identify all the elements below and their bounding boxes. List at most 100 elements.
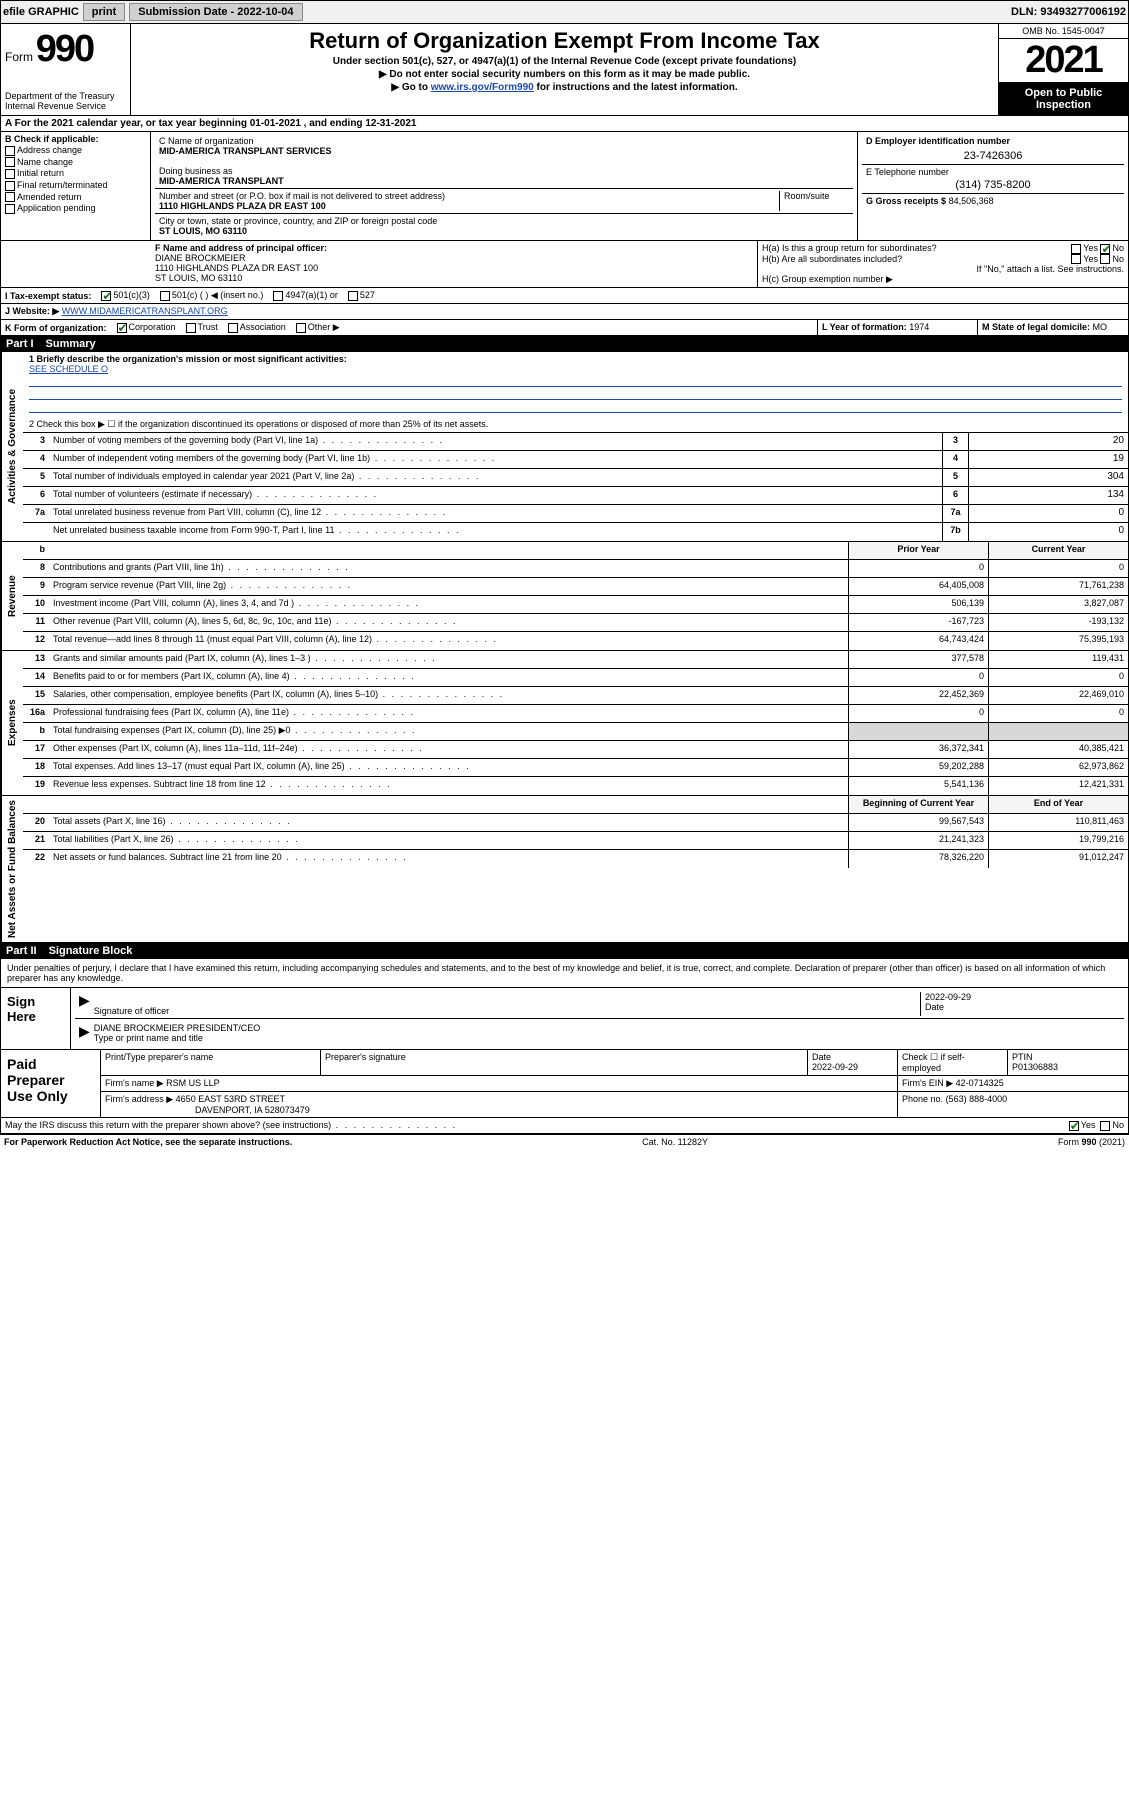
sig-line-1: ▶ Signature of officer 2022-09-29 Date [75, 990, 1124, 1019]
line-desc: Net assets or fund balances. Subtract li… [49, 850, 848, 868]
line-desc: Professional fundraising fees (Part IX, … [49, 705, 848, 722]
line-desc: Revenue less expenses. Subtract line 18 … [49, 777, 848, 795]
subtitle-2: ▶ Do not enter social security numbers o… [137, 69, 992, 80]
ein-row: D Employer identification number 23-7426… [862, 134, 1124, 165]
line-value: 20 [968, 433, 1128, 450]
summary-line: 18Total expenses. Add lines 13–17 (must … [23, 759, 1128, 777]
prior-value: 36,372,341 [848, 741, 988, 758]
line-number: 8 [23, 560, 49, 577]
side-netassets: Net Assets or Fund Balances [1, 796, 23, 942]
prior-value: 64,743,424 [848, 632, 988, 650]
sig-date-value: 2022-09-29 [925, 992, 1120, 1002]
discuss-yes[interactable]: Yes [1069, 1120, 1096, 1131]
org-name: MID-AMERICA TRANSPLANT SERVICES [159, 146, 849, 156]
discuss-question: May the IRS discuss this return with the… [5, 1120, 1069, 1131]
subtitle-3: ▶ Go to www.irs.gov/Form990 for instruct… [137, 82, 992, 93]
discuss-no[interactable]: No [1100, 1120, 1124, 1131]
year-header-row: b Prior Year Current Year [23, 542, 1128, 560]
cb-527[interactable]: 527 [348, 290, 375, 301]
part-i-header: Part I Summary [0, 336, 1129, 352]
underline-3 [29, 401, 1122, 413]
line-value: 304 [968, 469, 1128, 486]
department-label: Department of the Treasury Internal Reve… [5, 91, 126, 111]
ha-no-cb[interactable] [1100, 244, 1110, 254]
cb-application-pending[interactable]: Application pending [5, 203, 146, 214]
line-number: 11 [23, 614, 49, 631]
mission-answer-link[interactable]: SEE SCHEDULE O [29, 364, 108, 374]
current-value: 62,973,862 [988, 759, 1128, 776]
tel-label: E Telephone number [866, 167, 1120, 177]
part-ii-header: Part II Signature Block [0, 943, 1129, 959]
hb-yes-cb[interactable] [1071, 254, 1081, 264]
footer-row: For Paperwork Reduction Act Notice, see … [0, 1134, 1129, 1149]
cb-association[interactable]: Association [228, 322, 286, 333]
top-toolbar: efile GRAPHIC print Submission Date - 20… [0, 0, 1129, 24]
ha-yes-cb[interactable] [1071, 244, 1081, 254]
line-number: 14 [23, 669, 49, 686]
line-number: 10 [23, 596, 49, 613]
firm-addr1: 4650 EAST 53RD STREET [176, 1094, 285, 1104]
l-label: L Year of formation: [822, 322, 907, 332]
addr-row: Number and street (or P.O. box if mail i… [155, 189, 853, 214]
footer-mid: Cat. No. 11282Y [642, 1137, 708, 1147]
summary-line: 20Total assets (Part X, line 16)99,567,5… [23, 814, 1128, 832]
sign-here-label: Sign Here [1, 988, 71, 1049]
line-desc: Total expenses. Add lines 13–17 (must eq… [49, 759, 848, 776]
firm-name-lbl: Firm's name ▶ [105, 1078, 164, 1088]
officer-city: ST LOUIS, MO 63110 [155, 273, 753, 283]
cb-other[interactable]: Other ▶ [296, 322, 340, 333]
cb-4947[interactable]: 4947(a)(1) or [273, 290, 338, 301]
line-desc: Total fundraising expenses (Part IX, col… [49, 723, 848, 740]
summary-line: 9Program service revenue (Part VIII, lin… [23, 578, 1128, 596]
current-value: 75,395,193 [988, 632, 1128, 650]
hdr-blank: b [23, 542, 49, 559]
firm-ein-val: 42-0714325 [956, 1078, 1004, 1088]
irs-link[interactable]: www.irs.gov/Form990 [431, 82, 534, 93]
prep-date-val: 2022-09-29 [812, 1062, 893, 1072]
summary-line: 6Total number of volunteers (estimate if… [23, 487, 1128, 505]
cb-amended-return[interactable]: Amended return [5, 192, 146, 203]
sign-here-row: Sign Here ▶ Signature of officer 2022-09… [1, 987, 1128, 1049]
line-desc: Other expenses (Part IX, column (A), lin… [49, 741, 848, 758]
hb-no-cb[interactable] [1100, 254, 1110, 264]
hb-label: H(b) Are all subordinates included? [762, 254, 902, 265]
line-number: 16a [23, 705, 49, 722]
tel-value: (314) 735-8200 [866, 179, 1120, 191]
cb-address-change[interactable]: Address change [5, 145, 146, 156]
prior-value: 21,241,323 [848, 832, 988, 849]
q2-label: 2 Check this box ▶ ☐ if the organization… [29, 419, 1122, 430]
cb-initial-return[interactable]: Initial return [5, 168, 146, 179]
dln-label: DLN: 93493277006192 [1011, 6, 1126, 18]
line-number: 18 [23, 759, 49, 776]
current-value: 91,012,247 [988, 850, 1128, 868]
i-label: I Tax-exempt status: [5, 291, 91, 301]
current-value: 71,761,238 [988, 578, 1128, 595]
penalty-text: Under penalties of perjury, I declare th… [1, 959, 1128, 987]
line-value: 134 [968, 487, 1128, 504]
cb-501c3[interactable]: 501(c)(3) [101, 290, 150, 301]
m-label: M State of legal domicile: [982, 322, 1090, 332]
cb-name-change[interactable]: Name change [5, 157, 146, 168]
cb-trust[interactable]: Trust [186, 322, 218, 333]
k-label: K Form of organization: [5, 323, 107, 333]
efile-label: efile GRAPHIC [3, 6, 79, 18]
line-box: 3 [942, 433, 968, 450]
ptin-val: P01306883 [1012, 1062, 1124, 1072]
line-number: b [23, 723, 49, 740]
current-value: 40,385,421 [988, 741, 1128, 758]
cb-final-return[interactable]: Final return/terminated [5, 180, 146, 191]
revenue-section: Revenue b Prior Year Current Year 8Contr… [0, 542, 1129, 651]
addr-value: 1110 HIGHLANDS PLAZA DR EAST 100 [159, 201, 779, 211]
summary-line: 15Salaries, other compensation, employee… [23, 687, 1128, 705]
side-expenses: Expenses [1, 651, 23, 795]
spacer-left [1, 241, 151, 287]
cb-corporation[interactable]: Corporation [117, 322, 176, 333]
print-button[interactable]: print [83, 3, 125, 21]
prior-year-header: Prior Year [848, 542, 988, 559]
prep-check-hdr: Check ☐ if self-employed [898, 1050, 1008, 1075]
prior-value: 377,578 [848, 651, 988, 668]
website-link[interactable]: WWW.MIDAMERICATRANSPLANT.ORG [62, 306, 228, 316]
sig-blank[interactable] [94, 992, 920, 1006]
prep-date-hdr: Date [812, 1052, 893, 1062]
cb-501c[interactable]: 501(c) ( ) ◀ (insert no.) [160, 290, 263, 301]
